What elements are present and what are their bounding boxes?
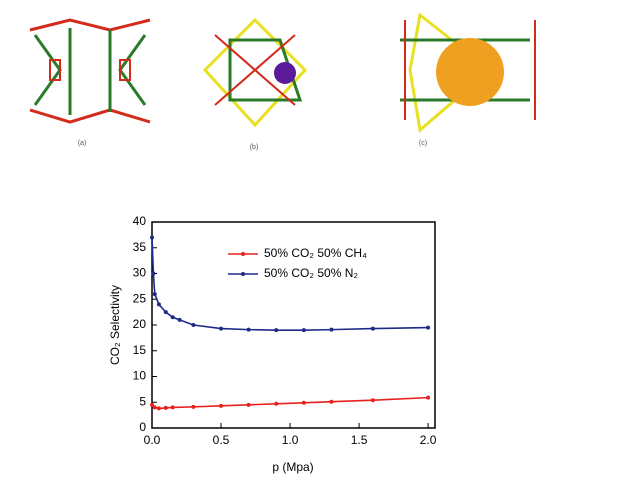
y-tick-label: 10 <box>133 369 147 383</box>
data-point <box>426 395 431 400</box>
data-point <box>156 406 161 411</box>
panel-label: (c) <box>419 140 427 147</box>
legend-label: 50% CO₂ 50% CH₄ <box>264 246 367 260</box>
y-tick-label: 25 <box>133 291 147 305</box>
data-point <box>150 235 154 240</box>
y-tick-label: 5 <box>139 394 146 408</box>
legend-marker <box>241 252 245 256</box>
x-tick-label: 2.0 <box>420 433 437 447</box>
data-point <box>329 399 334 404</box>
data-point <box>301 400 306 405</box>
data-point <box>177 317 182 322</box>
data-point <box>151 271 156 276</box>
data-point <box>219 326 224 331</box>
data-point <box>163 310 168 315</box>
x-tick-label: 0.5 <box>213 433 230 447</box>
data-point <box>246 402 251 407</box>
y-tick-label: 30 <box>133 266 147 280</box>
y-tick-label: 35 <box>133 240 147 254</box>
panel-label: (b) <box>250 144 259 151</box>
data-point <box>152 292 157 297</box>
data-point <box>219 403 224 408</box>
data-point <box>170 405 175 410</box>
data-point <box>426 325 431 330</box>
x-tick-label: 1.5 <box>351 433 368 447</box>
legend-label: 50% CO₂ 50% N₂ <box>264 266 358 280</box>
data-point <box>274 401 279 406</box>
y-axis-label: CO₂ Selectivity <box>108 285 122 365</box>
data-point <box>191 404 196 409</box>
panel-label: (a) <box>78 140 87 147</box>
data-point <box>246 327 251 332</box>
data-point <box>156 302 161 307</box>
structure-b <box>202 17 308 128</box>
data-point <box>274 328 279 333</box>
data-point <box>301 328 306 333</box>
x-tick-label: 1.0 <box>282 433 299 447</box>
data-point <box>191 323 196 327</box>
data-point <box>150 402 154 407</box>
data-point <box>370 398 375 403</box>
legend-marker <box>241 272 245 276</box>
data-point <box>163 405 168 410</box>
y-tick-label: 40 <box>133 214 147 228</box>
y-tick-label: 20 <box>133 317 147 331</box>
data-point <box>370 326 375 331</box>
data-point <box>329 327 334 332</box>
y-tick-label: 15 <box>133 343 147 357</box>
structure-c <box>400 12 536 133</box>
x-axis-label: p (Mpa) <box>272 460 313 474</box>
x-tick-label: 0.0 <box>144 433 161 447</box>
structure-a <box>29 18 151 124</box>
data-point <box>152 405 157 410</box>
data-point <box>170 315 175 320</box>
y-tick-label: 0 <box>139 420 146 434</box>
